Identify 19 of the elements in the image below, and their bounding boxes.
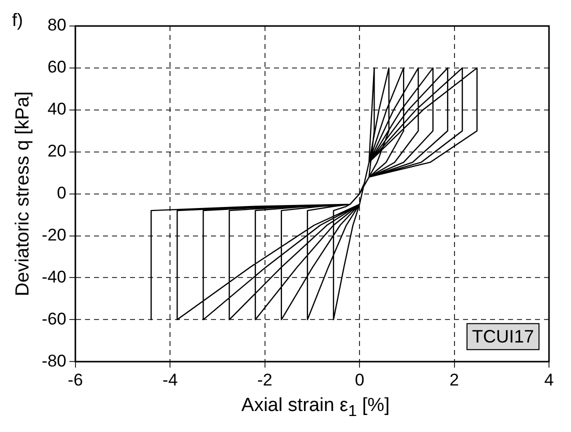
text: f) — [12, 10, 23, 30]
x-tick-label: 4 — [544, 370, 554, 390]
x-tick-label: -2 — [257, 370, 272, 390]
x-tick-label: 0 — [354, 370, 364, 390]
y-tick-label: 20 — [47, 142, 66, 161]
y-tick-label: 40 — [47, 100, 66, 119]
x-tick-label: -6 — [68, 370, 83, 390]
y-tick-label: 60 — [47, 58, 66, 77]
x-tick-label: 2 — [450, 370, 460, 390]
x-axis-title: Axial strain ε$_{1}$ [%] — [240, 394, 391, 422]
y-tick-label: -80 — [42, 351, 66, 370]
y-tick-label: -60 — [42, 309, 66, 328]
annotation: TCUI17 — [472, 326, 534, 347]
y-tick-label: -40 — [42, 267, 66, 286]
y-axis-title: Deviatoric stress q [kPa] — [12, 91, 34, 296]
y-tick-label: 80 — [47, 16, 66, 35]
y-tick-label: -20 — [42, 225, 66, 244]
y-tick-label: 0 — [56, 183, 66, 202]
x-tick-label: -4 — [162, 370, 178, 390]
